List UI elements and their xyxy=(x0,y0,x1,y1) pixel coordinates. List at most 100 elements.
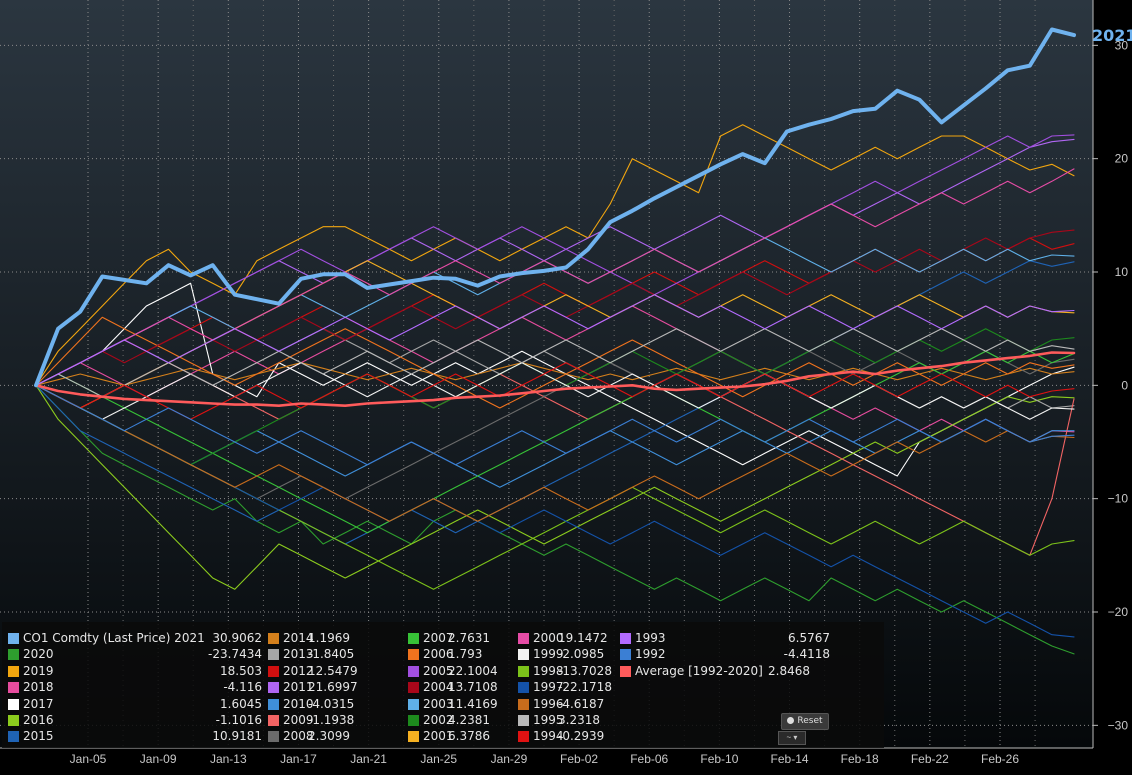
x-tick-label: Feb-10 xyxy=(700,752,738,766)
legend-value: -1.1016 xyxy=(215,712,262,727)
x-tick-label: Feb-22 xyxy=(911,752,949,766)
grid-lines xyxy=(0,0,1093,748)
y-tick-label: −10 xyxy=(1108,492,1129,506)
x-tick-label: Jan-17 xyxy=(280,752,317,766)
legend-label: 1993 xyxy=(635,631,666,645)
series-line-1992 xyxy=(35,384,1075,466)
legend-item[interactable]: Average [1992-2020] 2.8468 xyxy=(620,663,830,679)
legend-label: 1999 xyxy=(533,647,564,662)
legend-swatch xyxy=(518,633,529,644)
legend-column: 1993 6.5767 1992 -4.4118 Average [1992-2020]… xyxy=(620,630,830,679)
reset-button[interactable]: Reset xyxy=(781,713,829,730)
legend-label: 2014 xyxy=(283,631,314,645)
legend-swatch xyxy=(518,698,529,710)
legend-label: 2003 xyxy=(423,696,454,711)
legend-label: 2016 xyxy=(23,712,54,727)
legend-value: 21.6997 xyxy=(308,680,358,695)
legend-swatch xyxy=(408,682,419,694)
legend-label: 2017 xyxy=(23,696,54,711)
chart-type-button[interactable]: ~ ▾ xyxy=(778,731,806,745)
series-line-1996 xyxy=(35,384,1075,522)
legend-swatch xyxy=(268,698,279,710)
legend-value: 3.2318 xyxy=(558,712,600,727)
legend-swatch xyxy=(268,665,279,677)
legend-label: 1992 xyxy=(635,647,666,662)
legend-item[interactable]: 1993 6.5767 xyxy=(620,630,830,646)
series-line-2005 xyxy=(35,134,1075,386)
legend-value: -1.1938 xyxy=(308,712,355,727)
legend-swatch xyxy=(518,682,529,694)
legend-value: -4.0315 xyxy=(308,696,355,711)
legend-label: 1996 xyxy=(533,696,564,711)
legend-value: -0.2939 xyxy=(558,729,605,744)
legend-swatch xyxy=(8,649,19,661)
legend-swatch xyxy=(408,633,419,644)
legend-swatch xyxy=(408,698,419,710)
legend-value: -1.8405 xyxy=(308,647,355,662)
legend-value: -2.0985 xyxy=(558,647,605,662)
legend-value: 4.2381 xyxy=(448,712,490,727)
legend-item[interactable]: 2015 10.9181 xyxy=(8,728,262,744)
legend-label: 2019 xyxy=(23,663,54,678)
legend-label: 2007 xyxy=(423,631,454,645)
legend-swatch xyxy=(268,731,279,743)
series-line-2016 xyxy=(35,384,1075,590)
legend-label: 2000 xyxy=(533,631,564,645)
legend-item[interactable]: 2019 18.503 xyxy=(8,663,262,679)
legend-swatch xyxy=(8,731,19,743)
legend-item[interactable]: 2016 -1.1016 xyxy=(8,712,262,728)
legend-label: 2011 xyxy=(283,680,314,695)
legend-swatch xyxy=(518,649,529,661)
legend-swatch xyxy=(620,649,631,661)
x-tick-label: Jan-09 xyxy=(140,752,177,766)
legend-value: -4.4118 xyxy=(783,647,830,662)
series-line-2014 xyxy=(35,362,1075,386)
legend-value: 18.503 xyxy=(220,663,262,678)
legend-item[interactable]: CO1 Comdty (Last Price) 2021 30.9062 xyxy=(8,630,262,646)
legend-label: 2018 xyxy=(23,680,54,695)
legend-label: 2004 xyxy=(423,680,454,695)
legend-label: 2020 xyxy=(23,647,54,662)
legend-item[interactable]: 2018 -4.116 xyxy=(8,679,262,695)
legend-label: 2001 xyxy=(423,729,454,744)
legend-swatch xyxy=(620,665,631,677)
series-layer xyxy=(34,27,1076,655)
y-tick-label: 0 xyxy=(1121,378,1128,392)
legend-swatch xyxy=(408,665,419,677)
legend-swatch xyxy=(408,649,419,661)
legend-swatch xyxy=(408,714,419,726)
legend-swatch xyxy=(8,665,19,677)
legend-value: 6.3786 xyxy=(448,729,490,744)
legend-value: 1.793 xyxy=(448,647,483,662)
legend-label: 2015 xyxy=(23,729,54,744)
series-line-co1-comdty-last-price-2021 xyxy=(34,27,1076,388)
x-tick-label: Feb-26 xyxy=(981,752,1019,766)
legend-value: 2.3099 xyxy=(308,729,350,744)
legend-value: -13.7028 xyxy=(558,663,612,678)
legend-label: Average [1992-2020] xyxy=(635,663,763,678)
legend-swatch xyxy=(268,682,279,694)
legend-item[interactable]: 1992 -4.4118 xyxy=(620,646,830,662)
legend-label: 2005 xyxy=(423,663,454,678)
series-line-2020 xyxy=(35,384,1075,655)
legend-value: -4.116 xyxy=(223,680,262,695)
legend-value: 1.6045 xyxy=(220,696,262,711)
y-tick-label: 30 xyxy=(1115,38,1129,52)
series-line-1993 xyxy=(35,294,1075,386)
legend-label: CO1 Comdty (Last Price) 2021 xyxy=(23,631,205,645)
legend-item[interactable]: 2020 -23.7434 xyxy=(8,646,262,662)
x-tick-label: Feb-06 xyxy=(630,752,668,766)
legend-swatch xyxy=(8,714,19,726)
legend-label: 2012 xyxy=(283,663,314,678)
legend-value: -4.6187 xyxy=(558,696,605,711)
legend-item[interactable]: 2017 1.6045 xyxy=(8,696,262,712)
legend-swatch xyxy=(620,633,631,644)
legend-swatch xyxy=(268,649,279,661)
y-tick-label: −30 xyxy=(1108,718,1129,732)
legend-value: 1.1969 xyxy=(308,631,350,645)
x-tick-label: Feb-14 xyxy=(771,752,809,766)
legend-label: 1995 xyxy=(533,712,564,727)
x-tick-label: Feb-18 xyxy=(841,752,879,766)
legend-value: -23.7434 xyxy=(208,647,262,662)
